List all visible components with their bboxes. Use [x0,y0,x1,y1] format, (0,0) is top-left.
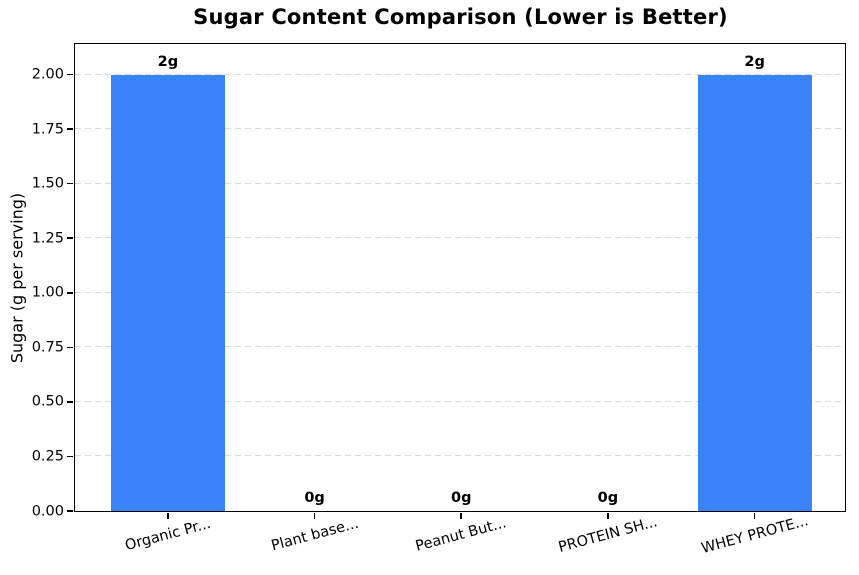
x-tick-label: Peanut But... [414,515,509,555]
y-tick-mark [67,401,73,403]
y-tick-label: 2.00 [31,66,64,83]
y-tick-mark [67,455,73,458]
gridline [75,346,845,348]
gridline [75,400,845,402]
y-tick-label: 1.25 [31,229,64,246]
gridline [75,128,845,130]
bar [110,74,225,511]
x-tick-mark [607,512,609,519]
y-tick-label: 0.25 [31,448,64,465]
gridline [75,291,845,293]
bar [697,74,812,511]
x-tick-label: WHEY PROTE... [699,513,810,557]
y-tick-label: 1.50 [31,175,64,192]
y-tick-mark [67,346,73,349]
gridline [75,73,845,75]
x-tick-mark [753,512,756,519]
y-tick-label: 0.50 [31,393,64,410]
bar-value-label: 0g [450,490,472,506]
bar-value-label: 2g [744,53,765,70]
y-tick-mark [67,237,73,239]
y-tick-label: 1.75 [31,120,64,137]
y-tick-mark [67,73,73,76]
x-tick-label: PROTEIN SH... [556,514,660,556]
y-tick-label: 0.00 [31,502,64,519]
plot-area: 0.00 0.25 0.50 0.75 1.00 1.25 1.50 1.75 2.00 2g Or… [32,43,846,557]
bar-value-label: 0g [304,490,325,506]
bar-value-label: 2g [157,53,179,70]
gridline [75,182,845,184]
y-tick-mark [67,292,73,294]
gridline [75,237,845,239]
chart-title: Sugar Content Comparison (Lower is Bette… [193,5,728,29]
bar-value-label: 0g [597,490,619,506]
y-tick-label: 0.75 [31,339,64,356]
x-tick-mark [313,512,316,519]
gridline [75,455,845,457]
y-tick-mark [67,510,73,512]
y-axis-label-text: Sugar (g per serving) [7,192,27,364]
y-tick-mark [67,128,73,130]
x-tick-mark [460,512,462,519]
x-tick-mark [167,512,169,519]
y-tick-mark [67,182,73,185]
y-tick-label: 1.00 [31,284,64,301]
x-tick-label: Plant base... [269,515,360,555]
x-tick-label: Organic Pr... [123,515,213,555]
